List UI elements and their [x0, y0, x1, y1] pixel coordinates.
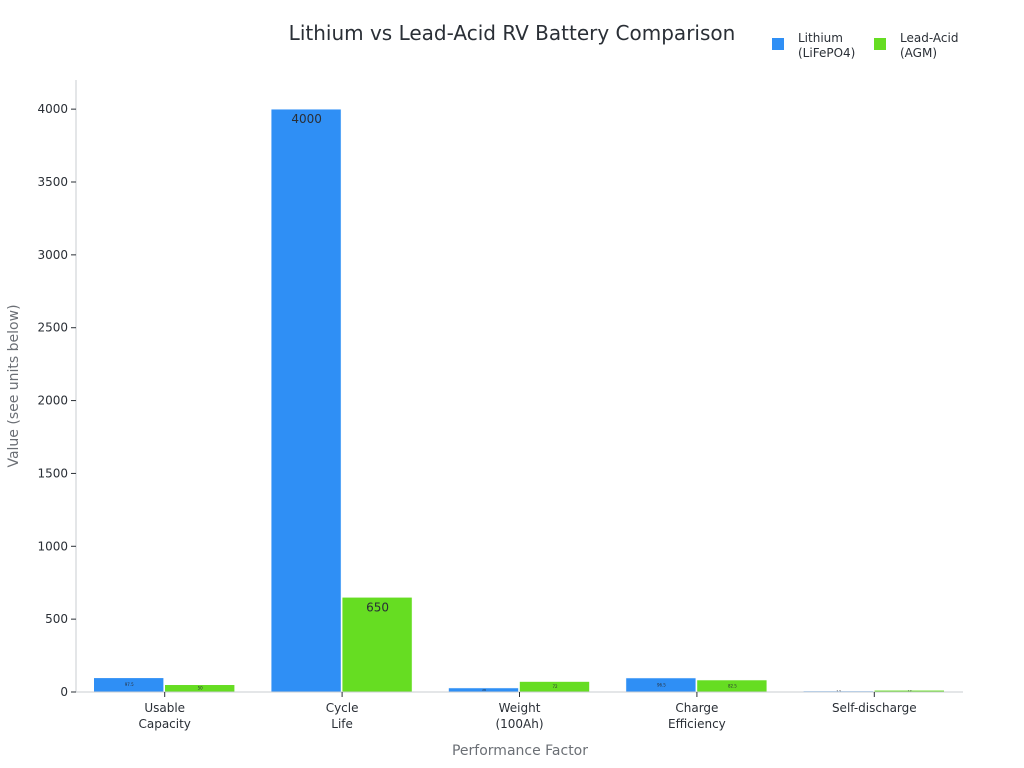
y-tick-label: 2500	[37, 321, 68, 335]
x-tick-label: Usable Capacity	[138, 701, 190, 731]
bar-label-lithium-3: 96.5	[657, 682, 666, 687]
bar-label-lead-acid-0: 50	[198, 686, 204, 691]
y-tick-label: 3500	[37, 175, 68, 189]
legend-item-lead-acid: Lead-Acid (AGM)	[874, 31, 958, 60]
legend-swatch	[874, 38, 886, 50]
legend-item-lithium: Lithium (LiFePO4)	[772, 31, 855, 60]
legend-label: Lithium (LiFePO4)	[798, 31, 855, 60]
y-tick-label: 3000	[37, 248, 68, 262]
y-tick-label: 0	[60, 685, 68, 699]
y-axis: 0 500 1000 1500 2000 2500 3000 3500 4000	[37, 80, 77, 699]
bar-label-lead-acid-1: 650	[366, 600, 389, 614]
chart-title: Lithium vs Lead-Acid RV Battery Comparis…	[289, 21, 736, 45]
bar-label-lead-acid-3: 82.5	[728, 683, 737, 688]
bar-label-lead-acid-4: 12	[908, 689, 912, 693]
bar-label-lead-acid-2: 72	[552, 684, 558, 689]
x-tick-label: Self-discharge	[832, 701, 917, 715]
bar-lead-acid-1	[341, 596, 413, 693]
y-tick-label: 1500	[37, 466, 68, 480]
bar-label-lithium-2: 28	[482, 688, 486, 692]
x-axis: Usable Capacity Cycle Life Weight (100Ah) Char…	[76, 691, 963, 731]
x-tick-label: Charge Efficiency	[668, 701, 726, 731]
legend: Lithium (LiFePO4) Lead-Acid (AGM)	[772, 31, 958, 60]
y-tick-label: 1000	[37, 539, 68, 553]
y-tick-label: 500	[45, 612, 68, 626]
y-tick-label: 2000	[37, 394, 68, 408]
bars: 97.5 50 4000 650 28 72 96.5 82.5 2.5 12	[93, 108, 945, 693]
bar-label-lithium-1: 4000	[291, 112, 322, 126]
bar-lithium-1	[270, 108, 342, 693]
x-tick-label: Cycle Life	[326, 701, 359, 731]
legend-label: Lead-Acid (AGM)	[900, 31, 958, 60]
legend-swatch	[772, 38, 784, 50]
bar-label-lithium-4: 2.5	[836, 689, 841, 693]
bar-label-lithium-0: 97.5	[125, 682, 134, 687]
y-tick-label: 4000	[37, 102, 68, 116]
y-axis-title: Value (see units below)	[6, 304, 22, 467]
x-axis-title: Performance Factor	[452, 743, 588, 759]
x-tick-label: Weight (100Ah)	[495, 701, 543, 731]
